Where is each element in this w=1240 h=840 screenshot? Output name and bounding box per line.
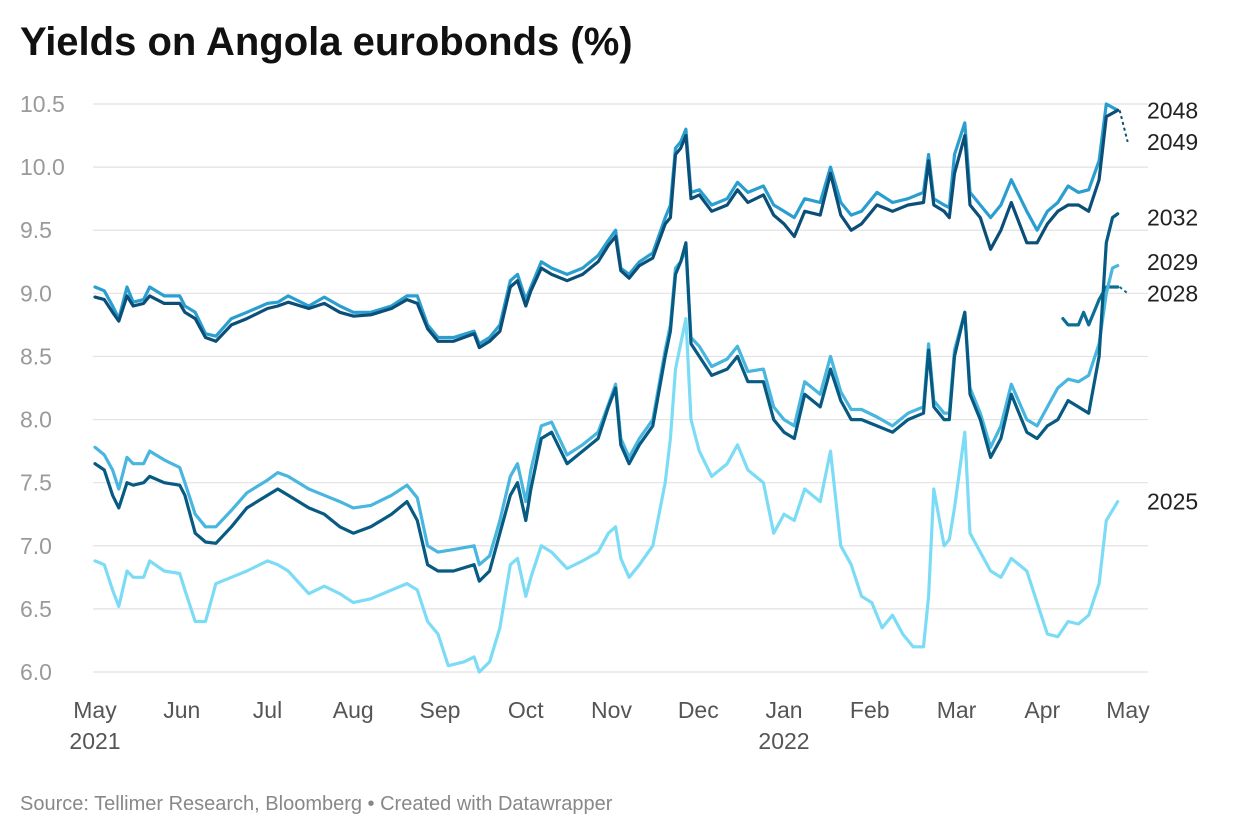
x-tick-label: Feb (850, 697, 890, 723)
x-axis: May 2021 Jun Jul Aug Sep Oct Nov Dec Jan 2022 Feb Ma… (69, 697, 1150, 754)
x-tick-label: May (1106, 697, 1150, 723)
x-tick-label: Aug (333, 697, 374, 723)
series-label-2028: 2028 (1147, 280, 1198, 306)
x-tick-label: Jun (163, 697, 200, 723)
series-label-2049: 2049 (1147, 129, 1198, 155)
x-tick-label: Jan (765, 697, 802, 723)
series-line-2025 (93, 317, 1120, 674)
series-label-2032: 2032 (1147, 205, 1198, 231)
x-tick-label: May (73, 697, 117, 723)
y-tick-label: 9.5 (20, 217, 52, 243)
chart-title: Yields on Angola eurobonds (%) (20, 20, 633, 64)
series-labels: 2025 2028 2029 2032 2048 2049 (1118, 97, 1198, 515)
y-tick-label: 7.0 (20, 533, 52, 559)
y-tick-label: 8.0 (20, 407, 52, 433)
label-leader-2028 (1119, 286, 1129, 295)
x-tick-label: Mar (937, 697, 977, 723)
series-line-2048 (93, 102, 1120, 346)
x-tick-label: Jul (253, 697, 282, 723)
series-lines (93, 102, 1120, 674)
label-leader-2049 (1118, 110, 1129, 143)
series-label-2025: 2025 (1147, 489, 1198, 515)
x-tick-label: Sep (420, 697, 461, 723)
y-tick-label: 10.5 (20, 91, 65, 117)
y-tick-label: 6.0 (20, 659, 52, 685)
series-line-2032 (93, 212, 1120, 583)
x-tick-label: Oct (508, 697, 544, 723)
y-axis: 6.0 6.5 7.0 7.5 8.0 8.5 9.0 9.5 10.0 10.5 (20, 91, 65, 685)
y-tick-label: 6.5 (20, 596, 52, 622)
y-tick-label: 10.0 (20, 154, 65, 180)
gridlines (93, 103, 1148, 673)
x-tick-year-label: 2022 (758, 728, 809, 754)
series-label-2029: 2029 (1147, 249, 1198, 275)
source-footer: Source: Tellimer Research, Bloomberg • C… (20, 793, 613, 815)
series-line-2049 (93, 108, 1120, 350)
x-tick-year-label: 2021 (69, 728, 120, 754)
x-tick-label: Apr (1024, 697, 1060, 723)
x-tick-label: Nov (591, 697, 632, 723)
series-line-2028 (1061, 285, 1120, 327)
series-label-2048: 2048 (1147, 97, 1198, 123)
y-tick-label: 9.0 (20, 280, 52, 306)
y-tick-label: 8.5 (20, 343, 52, 369)
series-line-2029 (93, 247, 1120, 567)
x-tick-label: Dec (678, 697, 719, 723)
y-tick-label: 7.5 (20, 470, 52, 496)
